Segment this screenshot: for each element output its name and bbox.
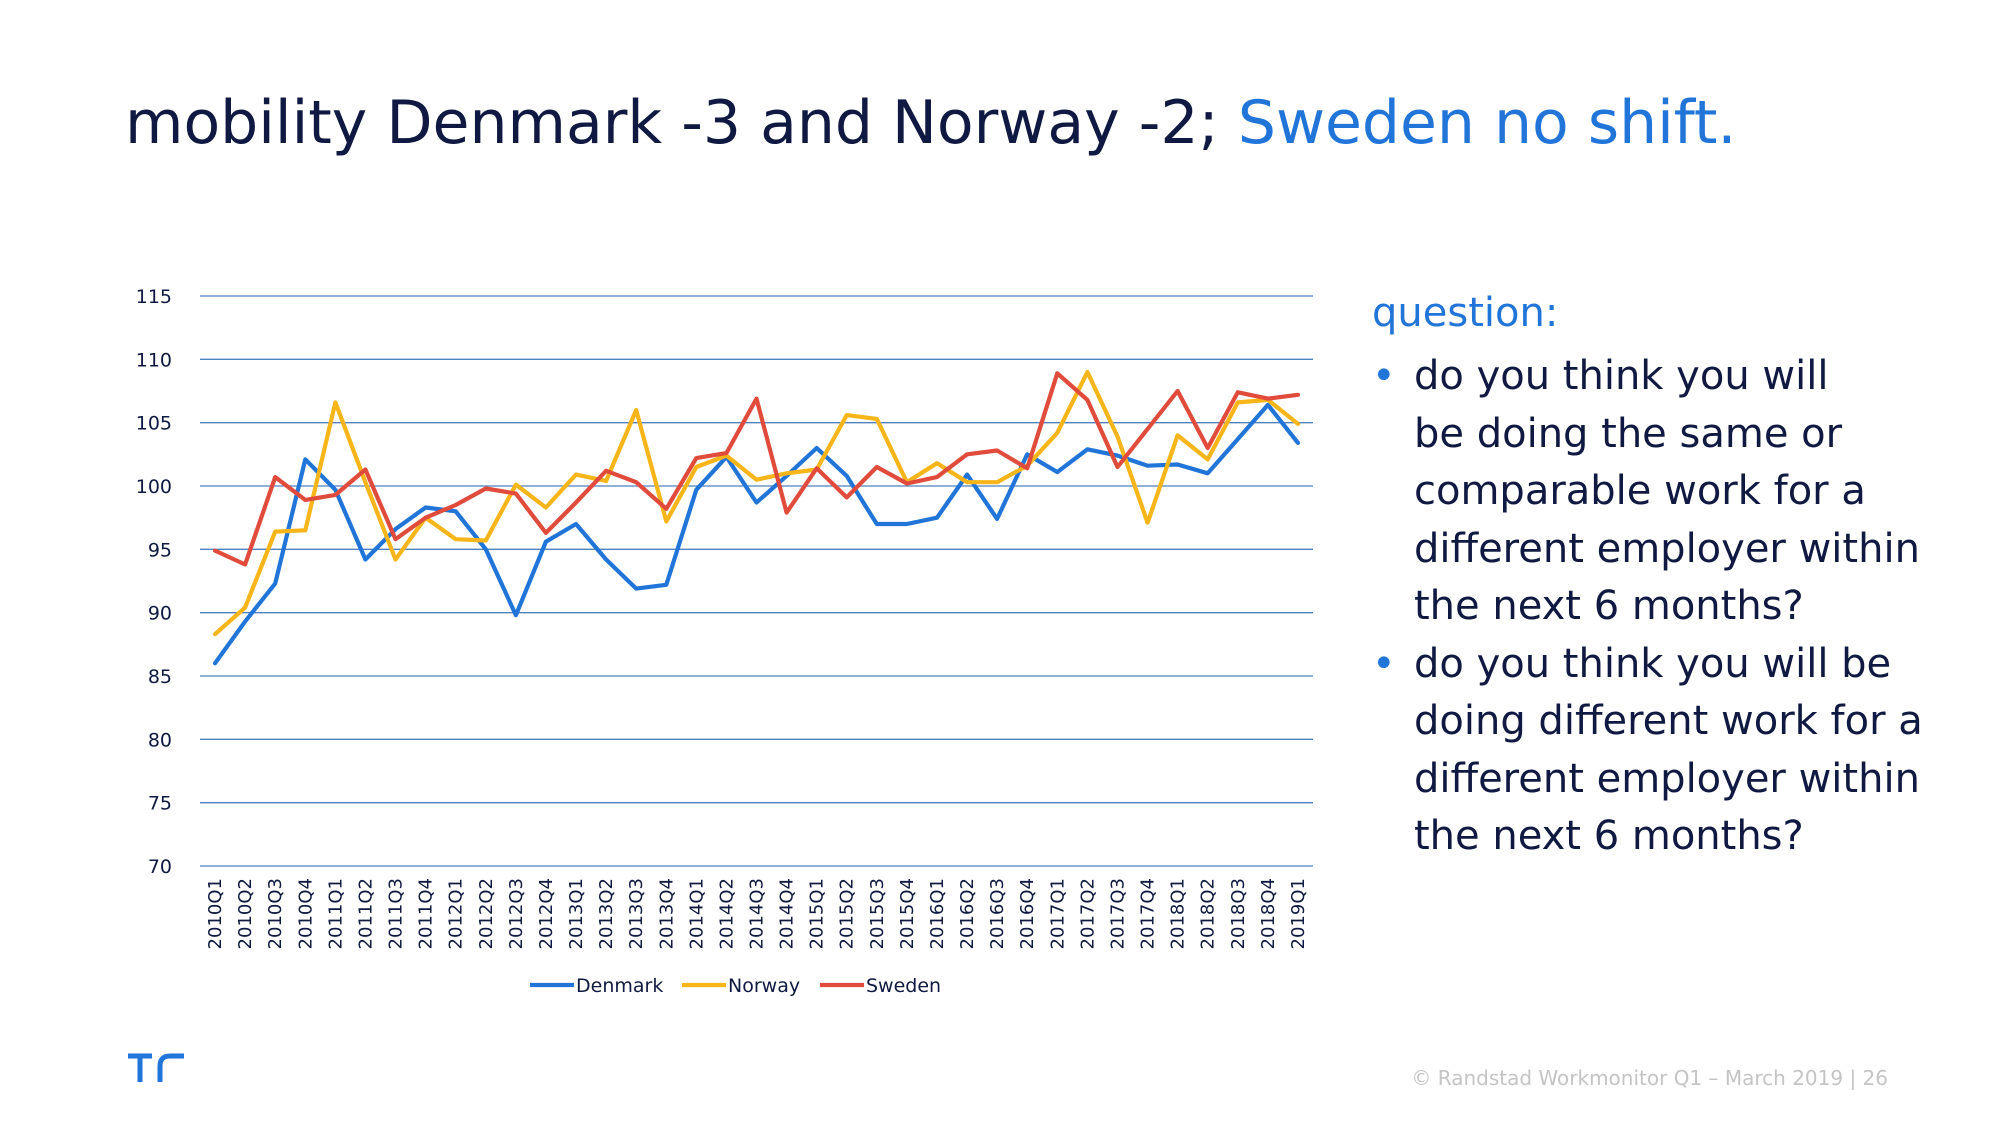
x-tick-label: 2013Q1: [566, 878, 587, 949]
question-line: different employer within: [1414, 525, 1920, 572]
legend-label: Denmark: [576, 975, 663, 997]
x-tick-label: 2015Q1: [807, 878, 828, 949]
title-main: mobility Denmark -3 and Norway -2;: [125, 88, 1219, 158]
x-tick-label: 2014Q4: [777, 878, 798, 949]
y-axis-ticks: 70 75 80 85 90 95 100 105 110 115: [136, 286, 172, 878]
x-tick-label: 2016Q2: [957, 878, 978, 949]
legend-label: Sweden: [866, 975, 941, 997]
bullet-icon: •: [1372, 353, 1396, 399]
x-tick-label: 2011Q2: [355, 878, 376, 949]
question-line: doing different work for a: [1414, 698, 1923, 744]
question-item: • do you think you will be doing the sam…: [1372, 348, 1972, 636]
x-tick-label: 2017Q4: [1138, 878, 1159, 949]
slide-title: mobility Denmark -3 and Norway -2; Swede…: [125, 88, 1736, 158]
y-tick-label: 70: [148, 856, 172, 878]
x-tick-label: 2013Q3: [626, 878, 647, 949]
y-tick-label: 80: [148, 729, 172, 751]
x-tick-label: 2012Q3: [506, 878, 527, 949]
x-tick-label: 2017Q2: [1077, 878, 1098, 949]
question-line: the next 6 months?: [1414, 583, 1804, 629]
x-tick-label: 2013Q4: [656, 878, 677, 949]
chart-legend: Denmark Norway Sweden: [530, 975, 941, 997]
x-tick-label: 2018Q4: [1258, 878, 1279, 949]
question-label: question:: [1372, 290, 1559, 336]
series-line-sweden: [212, 371, 1301, 567]
x-tick-label: 2010Q4: [295, 878, 316, 949]
x-axis-ticks: 2010Q1 2010Q2 2010Q3 2010Q4 2011Q1 2011Q2 2011…: [205, 878, 1309, 949]
x-tick-label: 2011Q4: [416, 878, 437, 949]
legend-label: Norway: [728, 975, 800, 997]
chart-series: [212, 369, 1301, 666]
question-item: • do you think you will be doing differe…: [1372, 636, 1972, 866]
x-tick-label: 2010Q2: [235, 878, 256, 949]
x-tick-label: 2018Q1: [1168, 878, 1189, 949]
y-tick-label: 100: [136, 476, 172, 498]
x-tick-label: 2012Q1: [446, 878, 467, 949]
randstad-logo-icon: [128, 1053, 184, 1082]
x-tick-label: 2016Q4: [1017, 878, 1038, 949]
x-tick-label: 2016Q3: [987, 878, 1008, 949]
question-line: do you think you will be: [1414, 640, 1892, 687]
x-tick-label: 2012Q2: [476, 878, 497, 949]
x-tick-label: 2011Q3: [386, 878, 407, 949]
title-highlight: Sweden no shift.: [1237, 88, 1737, 158]
x-tick-label: 2010Q1: [205, 878, 226, 949]
question-line: comparable work for a: [1414, 468, 1866, 514]
y-tick-label: 110: [136, 349, 172, 371]
x-tick-label: 2014Q2: [716, 878, 737, 949]
bullet-icon: •: [1372, 640, 1396, 687]
x-tick-label: 2017Q1: [1047, 878, 1068, 949]
question-panel: question: • do you think you will be doi…: [1372, 290, 1972, 866]
y-tick-label: 105: [136, 413, 172, 435]
question-line: do you think you will: [1414, 353, 1829, 399]
x-tick-label: 2010Q3: [265, 878, 286, 949]
y-tick-label: 95: [148, 539, 172, 561]
x-tick-label: 2016Q1: [927, 878, 948, 949]
x-tick-label: 2015Q3: [867, 878, 888, 949]
y-tick-label: 75: [148, 793, 172, 815]
x-tick-label: 2012Q4: [536, 878, 557, 949]
x-tick-label: 2019Q1: [1288, 878, 1309, 949]
y-tick-label: 85: [148, 666, 172, 688]
question-line: different employer within: [1414, 755, 1920, 802]
series-line-denmark: [212, 402, 1301, 666]
series-line-norway: [212, 369, 1301, 637]
x-tick-label: 2013Q2: [596, 878, 617, 949]
x-tick-label: 2018Q2: [1198, 878, 1219, 949]
x-tick-label: 2017Q3: [1107, 878, 1128, 949]
question-list: • do you think you will be doing the sam…: [1372, 348, 1972, 866]
chart-gridlines: [200, 295, 1313, 867]
x-tick-label: 2011Q1: [325, 878, 346, 949]
x-tick-label: 2015Q4: [897, 878, 918, 949]
footer-copyright: © Randstad Workmonitor Q1 – March 2019 |…: [1411, 1066, 1888, 1090]
question-line: be doing the same or: [1414, 410, 1843, 457]
y-tick-label: 90: [148, 603, 172, 625]
x-tick-label: 2018Q3: [1228, 878, 1249, 949]
question-line: the next 6 months?: [1414, 813, 1804, 859]
x-tick-label: 2014Q3: [747, 878, 768, 949]
x-tick-label: 2015Q2: [837, 878, 858, 949]
y-tick-label: 115: [136, 286, 172, 308]
x-tick-label: 2014Q1: [686, 878, 707, 949]
